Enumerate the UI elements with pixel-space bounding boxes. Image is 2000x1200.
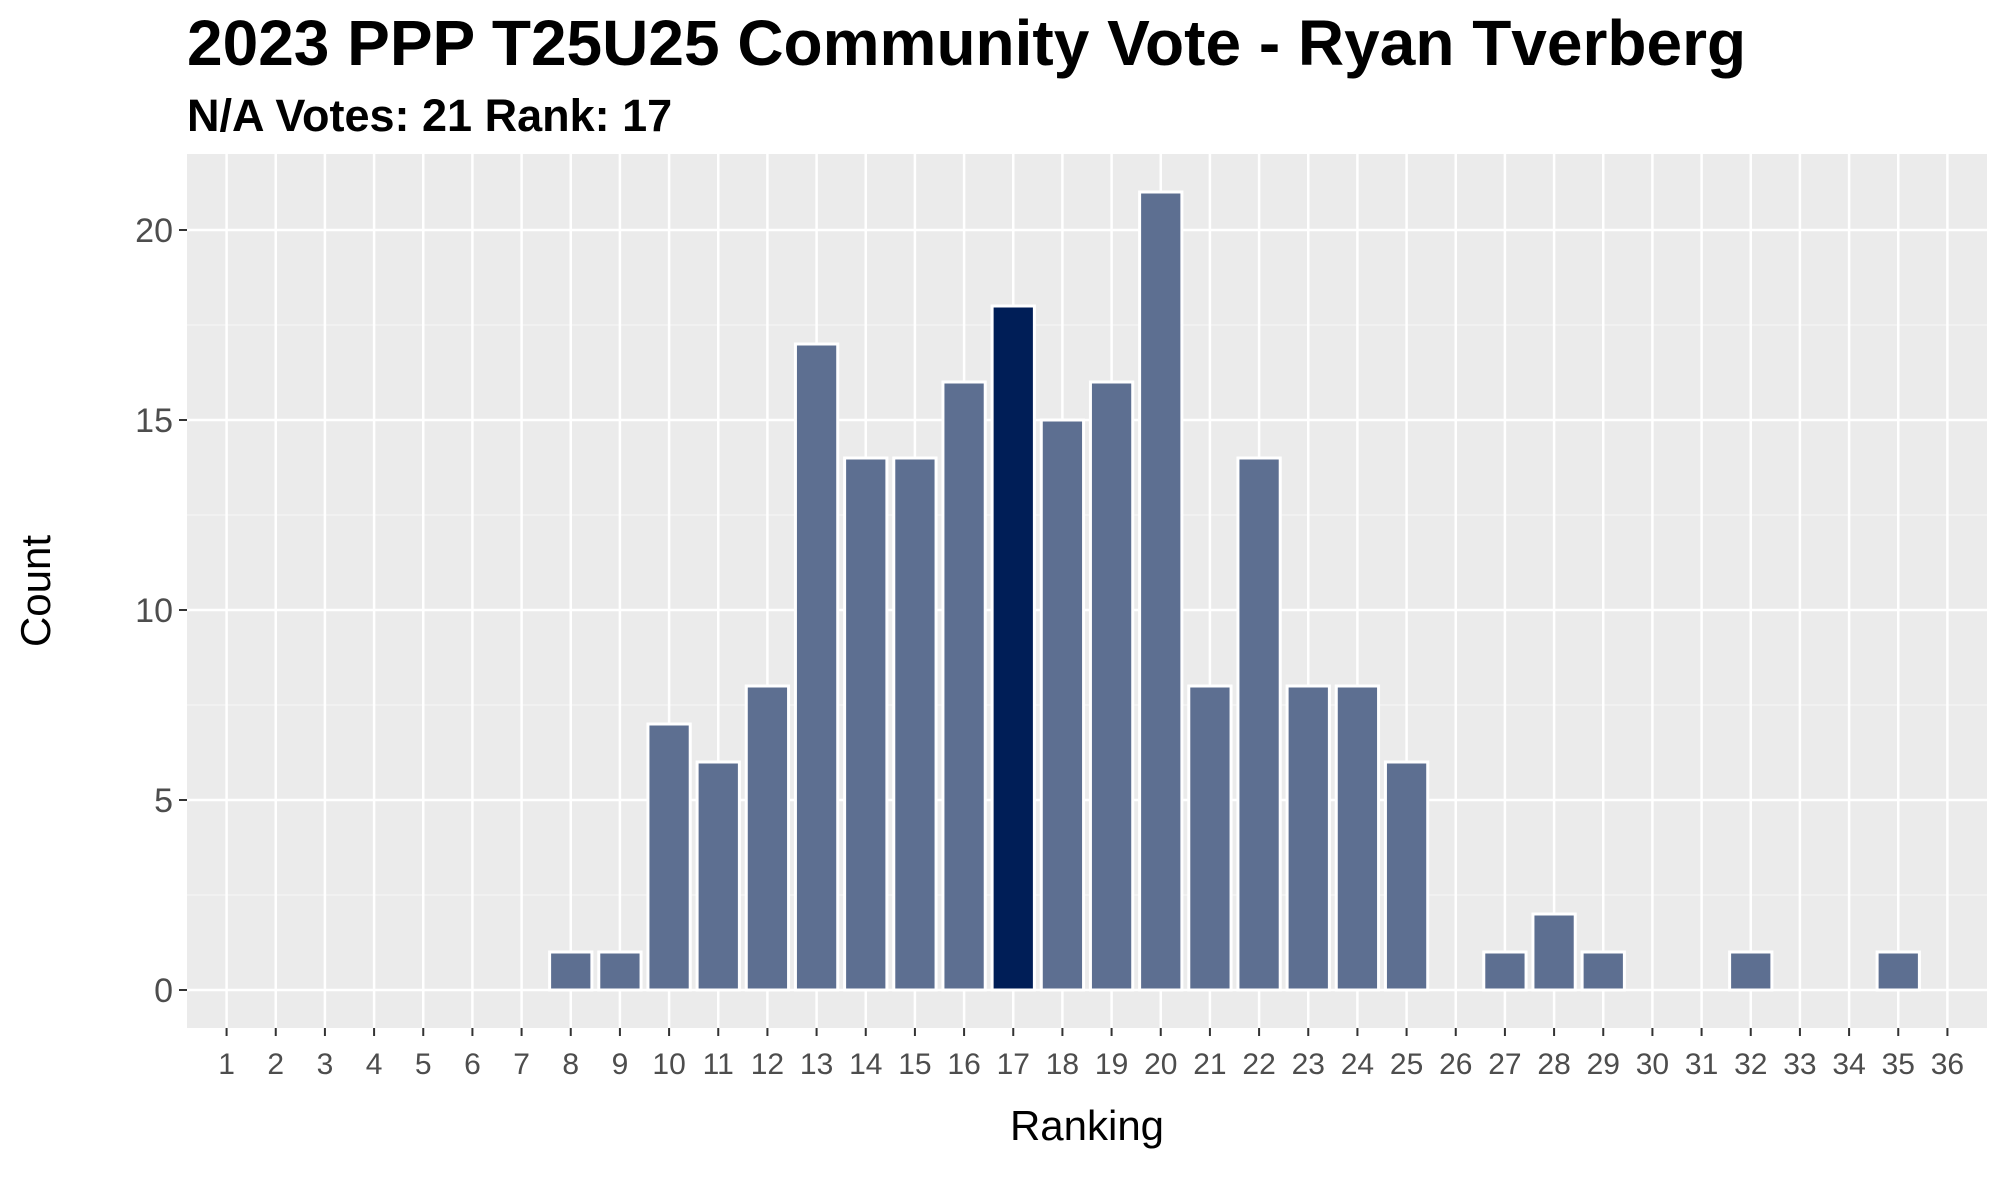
- y-axis: 0 5 10 15 20: [135, 212, 187, 1010]
- bar-13: [793, 342, 840, 992]
- bar-24: [1334, 684, 1381, 992]
- y-tick-label: 0: [154, 972, 173, 1010]
- x-tick-label: 19: [1095, 1048, 1128, 1081]
- chart-title: 2023 PPP T25U25 Community Vote - Ryan Tv…: [187, 7, 1747, 79]
- x-tick-label: 10: [652, 1048, 685, 1081]
- bar-21: [1187, 684, 1233, 992]
- x-tick-label: 30: [1636, 1048, 1669, 1081]
- x-tick-label: 29: [1587, 1048, 1620, 1081]
- bar-22: [1236, 456, 1282, 992]
- bar-32: [1728, 950, 1774, 992]
- x-tick-label: 25: [1390, 1048, 1423, 1081]
- y-tick-label: 15: [135, 402, 173, 440]
- bar-29: [1580, 950, 1626, 992]
- y-tick-label: 20: [135, 212, 173, 250]
- x-tick-label: 2: [267, 1048, 284, 1081]
- x-tick-label: 15: [898, 1048, 931, 1081]
- x-tick-label: 5: [415, 1048, 432, 1081]
- x-tick-label: 1: [218, 1048, 235, 1081]
- y-axis-title: Count: [12, 535, 59, 647]
- bar-11: [695, 760, 741, 992]
- x-tick-label: 28: [1537, 1048, 1570, 1081]
- bars: [548, 190, 1921, 992]
- x-tick-label: 35: [1882, 1048, 1915, 1081]
- bar-16: [941, 380, 987, 992]
- bar-17: [990, 304, 1036, 992]
- x-tick-label: 11: [703, 1048, 734, 1081]
- bar-15: [892, 456, 938, 992]
- x-tick-label: 22: [1242, 1048, 1275, 1081]
- bar-18: [1039, 418, 1086, 992]
- y-tick-label: 5: [154, 782, 173, 820]
- x-tick-label: 6: [464, 1048, 481, 1081]
- y-tick-label: 10: [135, 592, 173, 630]
- bar-9: [597, 950, 643, 992]
- bar-19: [1088, 380, 1135, 992]
- bar-12: [744, 684, 791, 992]
- bar-35: [1875, 950, 1921, 992]
- minor-gridlines: [187, 324, 1987, 896]
- x-tick-label: 18: [1046, 1048, 1079, 1081]
- x-tick-label: 24: [1341, 1048, 1374, 1081]
- x-tick-label: 7: [513, 1048, 530, 1081]
- x-tick-label: 23: [1292, 1048, 1325, 1081]
- x-tick-label: 9: [612, 1048, 629, 1081]
- bar-10: [646, 722, 692, 992]
- x-tick-label: 12: [751, 1048, 784, 1081]
- x-tick-label: 32: [1734, 1048, 1767, 1081]
- x-tick-label: 3: [317, 1048, 334, 1081]
- plot-panel: [187, 154, 1987, 1028]
- x-tick-label: 20: [1144, 1048, 1177, 1081]
- x-tick-label: 16: [947, 1048, 980, 1081]
- x-tick-label: 31: [1685, 1048, 1718, 1081]
- x-tick-label: 26: [1439, 1048, 1472, 1081]
- bar-27: [1482, 950, 1528, 992]
- x-tick-label: 33: [1783, 1048, 1816, 1081]
- x-tick-label: 4: [366, 1048, 383, 1081]
- bar-20: [1138, 190, 1184, 992]
- x-tick-label: 36: [1931, 1048, 1964, 1081]
- bar-23: [1285, 684, 1331, 992]
- x-tick-label: 34: [1832, 1048, 1865, 1081]
- bar-14: [843, 456, 889, 992]
- chart-subtitle: N/A Votes: 21 Rank: 17: [187, 90, 673, 141]
- bar-8: [548, 950, 594, 992]
- bar-28: [1531, 912, 1577, 992]
- x-axis: 1 2 3 4 5 6 7 8 9 10 11 12 13 14 15 16 17 18 19 20 21 22 23 24 2…: [218, 1028, 1964, 1081]
- x-axis-title: Ranking: [1010, 1102, 1164, 1149]
- x-tick-label: 14: [849, 1048, 882, 1081]
- x-tick-label: 8: [562, 1048, 579, 1081]
- bar-25: [1383, 760, 1430, 992]
- x-tick-label: 17: [997, 1048, 1030, 1081]
- x-tick-label: 21: [1193, 1048, 1226, 1081]
- x-tick-label: 13: [800, 1048, 833, 1081]
- x-tick-label: 27: [1488, 1048, 1521, 1081]
